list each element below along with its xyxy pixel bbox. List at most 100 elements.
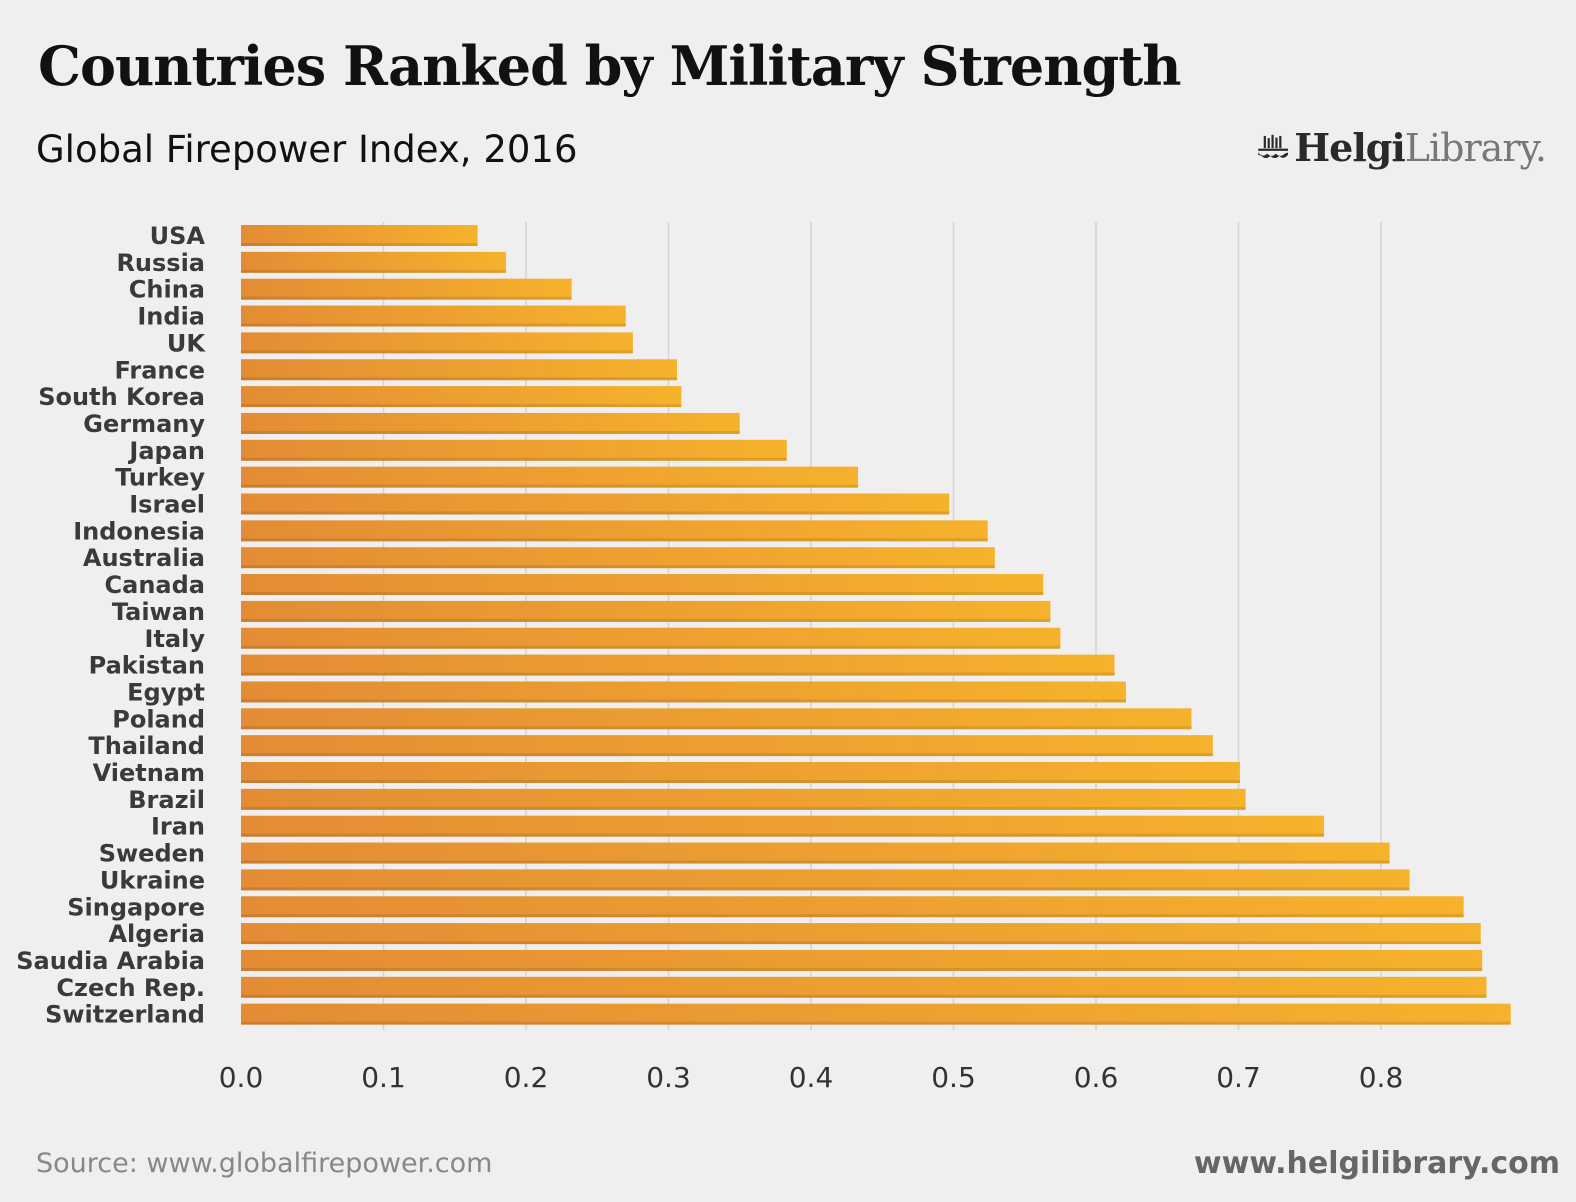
bar: [241, 225, 478, 246]
x-tick-label: 0.4: [789, 1061, 834, 1094]
bar: [241, 923, 1481, 945]
bar: [241, 359, 678, 381]
bar: [241, 788, 1246, 810]
bar: [241, 976, 1487, 998]
bar-shade: [241, 780, 1240, 783]
x-axis-ticks: 0.0 0.1 0.2 0.3 0.4 0.5 0.6 0.7 0.8: [219, 1061, 1404, 1094]
category-label: Russia: [116, 249, 205, 277]
category-label: Pakistan: [89, 652, 205, 680]
bar-shade: [241, 994, 1487, 998]
bar-shade: [241, 404, 682, 408]
bar-shade: [241, 538, 988, 542]
category-label: South Korea: [38, 383, 205, 411]
category-label: Sweden: [99, 840, 205, 868]
category-label: Canada: [105, 571, 205, 599]
category-label: Saudia Arabia: [16, 947, 205, 975]
bar: [241, 547, 995, 569]
bar-shade: [241, 484, 859, 488]
bar: [241, 520, 988, 542]
bar: [241, 708, 1192, 730]
bar: [241, 869, 1410, 891]
bars: [241, 225, 1511, 1025]
chart-title: Countries Ranked by Military Strength: [38, 34, 1181, 98]
bar: [241, 627, 1061, 649]
bar: [241, 305, 626, 327]
bar-shade: [241, 699, 1126, 703]
bar-shade: [241, 860, 1390, 864]
bar-shade: [241, 914, 1464, 918]
bar: [241, 278, 572, 300]
bar-shade: [241, 833, 1324, 837]
category-label: Switzerland: [45, 1001, 205, 1029]
category-label: UK: [167, 329, 206, 357]
category-label: Iran: [151, 813, 205, 841]
bar: [241, 896, 1464, 918]
bar-shade: [241, 269, 507, 273]
bar-shade: [241, 243, 478, 246]
bar: [241, 251, 507, 273]
site-url: www.helgilibrary.com: [1193, 1146, 1560, 1181]
source-note: Source: www.globalfirepower.com: [36, 1148, 493, 1179]
bar: [241, 332, 633, 354]
bar-shade: [241, 726, 1192, 730]
chart-subtitle: Global Firepower Index, 2016: [36, 128, 578, 171]
bar-shade: [241, 645, 1061, 649]
category-label: France: [115, 356, 205, 384]
category-label: Singapore: [67, 893, 205, 921]
bar-shade: [241, 806, 1246, 810]
bar-shade: [241, 592, 1044, 596]
x-tick-label: 0.2: [504, 1061, 549, 1094]
logo-text-library: Library.: [1404, 125, 1547, 170]
bar-shade: [241, 565, 995, 569]
bar: [241, 412, 740, 434]
bar: [241, 386, 682, 408]
bar: [241, 949, 1483, 971]
category-label: Thailand: [88, 732, 205, 760]
category-label: India: [137, 303, 205, 331]
category-label: Poland: [112, 705, 205, 733]
category-label: USA: [150, 222, 206, 250]
category-label: Brazil: [128, 786, 205, 814]
bar: [241, 842, 1390, 864]
bar-shade: [241, 1021, 1511, 1025]
library-logo-icon: [1258, 134, 1289, 159]
x-tick-label: 0.5: [931, 1061, 976, 1094]
category-label: Japan: [127, 437, 205, 465]
bar-shade: [241, 887, 1410, 891]
category-label: Israel: [129, 491, 205, 519]
bar-shade: [241, 430, 740, 434]
category-label: Egypt: [127, 678, 205, 706]
x-tick-label: 0.7: [1216, 1061, 1261, 1094]
bar-shade: [241, 511, 950, 515]
category-label: Taiwan: [112, 598, 205, 626]
category-label: Australia: [83, 544, 205, 572]
bar-shade: [241, 296, 572, 300]
x-tick-label: 0.8: [1359, 1061, 1404, 1094]
bar-shade: [241, 618, 1051, 622]
bar-shade: [241, 672, 1115, 676]
bar: [241, 762, 1240, 783]
category-label: Indonesia: [73, 517, 205, 545]
category-label: Algeria: [108, 920, 205, 948]
bar-shade: [241, 967, 1483, 971]
category-label: Italy: [145, 625, 206, 653]
logo-text-helgi: Helgi: [1294, 124, 1406, 170]
bar-shade: [241, 753, 1213, 757]
bar-shade: [241, 323, 626, 327]
category-label: Turkey: [115, 464, 205, 492]
logo-text: HelgiLibrary.: [1294, 124, 1547, 170]
x-tick-label: 0.0: [219, 1061, 264, 1094]
category-label: Vietnam: [93, 759, 205, 787]
x-tick-label: 0.6: [1074, 1061, 1119, 1094]
bar: [241, 681, 1126, 703]
bar: [241, 439, 787, 461]
category-label: Germany: [83, 410, 205, 438]
bar-shade: [241, 941, 1481, 945]
helgi-library-logo: HelgiLibrary.: [1256, 118, 1547, 176]
bar: [241, 654, 1115, 676]
x-tick-label: 0.1: [361, 1061, 406, 1094]
bar: [241, 815, 1324, 837]
category-label: Czech Rep.: [56, 974, 205, 1002]
